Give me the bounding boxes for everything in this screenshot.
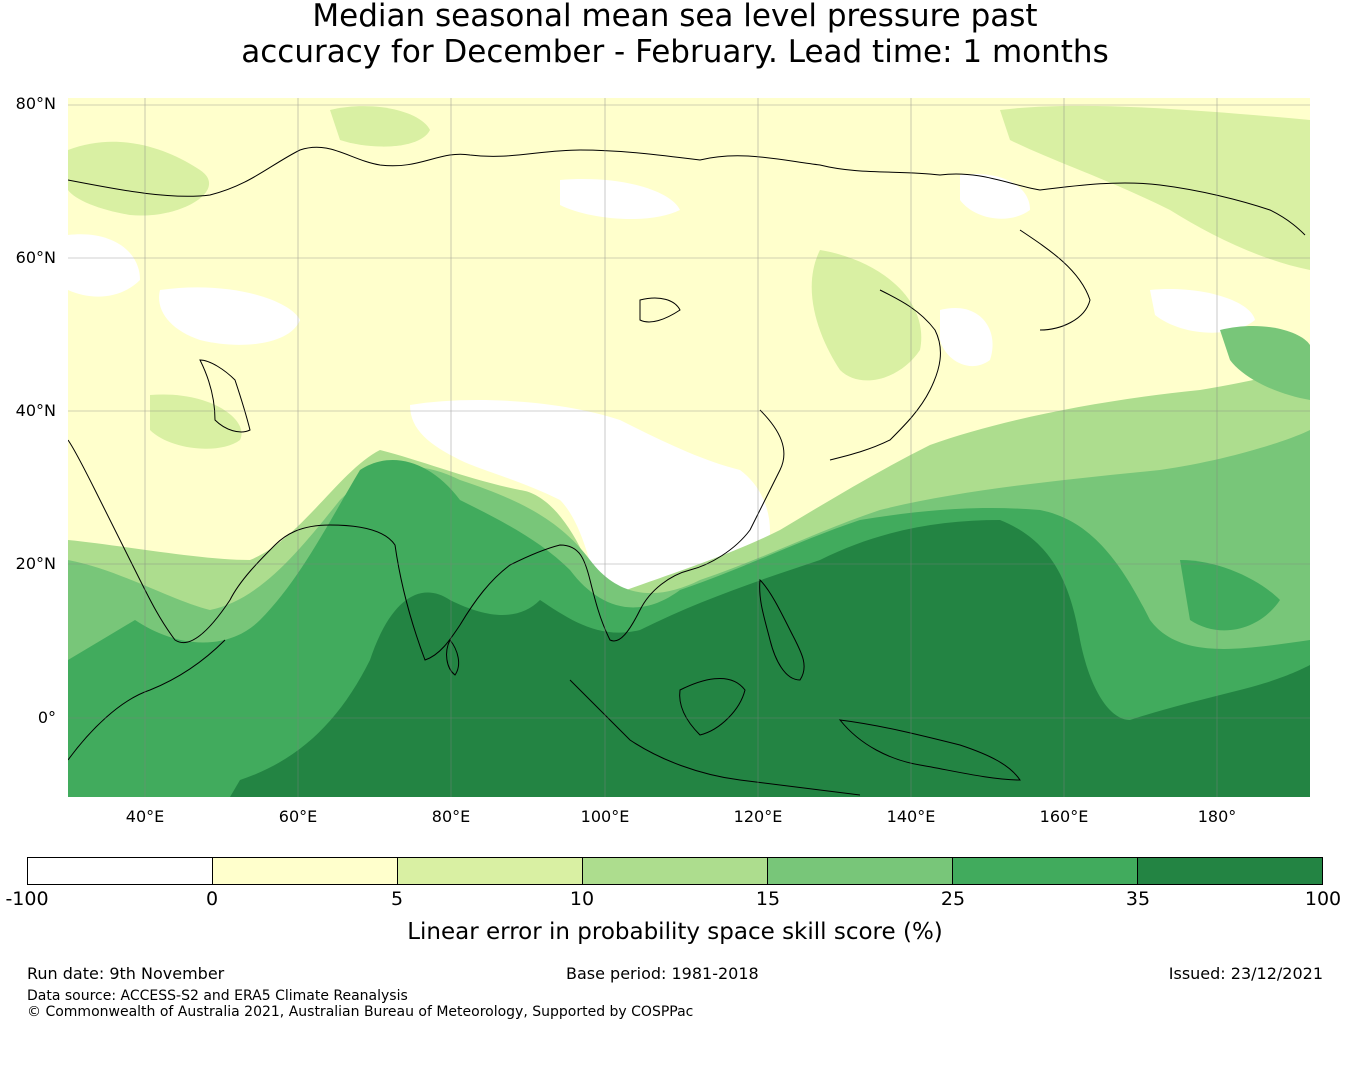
- colorbar-label: Linear error in probability space skill …: [407, 919, 943, 945]
- coastline: [1019, 229, 1091, 331]
- chart-title-line1: Median seasonal mean sea level pressure …: [312, 0, 1038, 34]
- coastline: [68, 639, 226, 761]
- map-region-light-green: [811, 250, 922, 381]
- colorbar-segment: [28, 858, 213, 884]
- map-region-green-35: [230, 520, 1310, 797]
- coastline: [759, 578, 805, 681]
- colorbar: [27, 857, 1323, 885]
- colorbar-segment: [768, 858, 953, 884]
- map-region-white: [1150, 289, 1255, 333]
- coastline: [829, 289, 941, 461]
- base-period: Base period: 1981-2018: [566, 964, 759, 983]
- lat-label-40n: 40°N: [15, 401, 56, 420]
- colorbar-tick: -100: [5, 888, 49, 910]
- map-region-green-15: [1220, 325, 1310, 400]
- coastline: [68, 146, 1306, 236]
- lon-label-100e: 100°E: [580, 807, 630, 826]
- lat-label-80n: 80°N: [15, 94, 56, 113]
- lon-label-120e: 120°E: [733, 807, 783, 826]
- map-region-green-25: [1180, 560, 1280, 631]
- map-region-light-green: [330, 106, 430, 147]
- map-region-light-green: [68, 141, 210, 216]
- colorbar-segment: [213, 858, 398, 884]
- lon-label-160e: 160°E: [1039, 807, 1089, 826]
- map-region-white: [940, 308, 993, 367]
- map-region-light-green: [150, 394, 242, 449]
- coastline: [446, 639, 460, 676]
- colorbar-tick: 100: [1304, 888, 1342, 910]
- colorbar-segment: [583, 858, 768, 884]
- lon-label-80e: 80°E: [431, 807, 471, 826]
- colorbar-segment: [953, 858, 1138, 884]
- run-date: Run date: 9th November: [27, 964, 225, 983]
- colorbar-segment: [1138, 858, 1322, 884]
- skill-map: [68, 98, 1310, 797]
- coastline: [679, 677, 746, 736]
- colorbar-tick: 15: [755, 888, 781, 910]
- coastline: [199, 359, 251, 433]
- coastline: [68, 409, 785, 661]
- lon-label-60e: 60°E: [278, 807, 318, 826]
- lat-label-60n: 60°N: [15, 248, 56, 267]
- colorbar-segment: [398, 858, 583, 884]
- issued-date: Issued: 23/12/2021: [1168, 964, 1323, 983]
- chart-title-line2: accuracy for December - February. Lead t…: [241, 34, 1109, 70]
- lon-label-140e: 140°E: [886, 807, 936, 826]
- colorbar-tick: 25: [940, 888, 966, 910]
- coastline: [838, 719, 1021, 781]
- colorbar-tick: 5: [390, 888, 404, 910]
- copyright: © Commonwealth of Australia 2021, Austra…: [27, 1004, 694, 1020]
- map-region-white: [960, 174, 1030, 219]
- colorbar-tick: 10: [569, 888, 595, 910]
- colorbar-tick: 0: [205, 888, 219, 910]
- lat-label-20n: 20°N: [15, 554, 56, 573]
- map-region-white: [560, 179, 680, 220]
- map-region-white: [68, 234, 140, 297]
- lat-label-0: 0°: [37, 708, 56, 727]
- data-source: Data source: ACCESS-S2 and ERA5 Climate …: [27, 988, 408, 1004]
- lon-label-180: 180°: [1197, 807, 1237, 826]
- map-region-light-green: [1000, 105, 1310, 270]
- colorbar-tick: 35: [1125, 888, 1151, 910]
- coastline: [569, 679, 861, 796]
- coastline: [639, 297, 681, 323]
- map-region-white: [159, 287, 300, 345]
- lon-label-40e: 40°E: [125, 807, 165, 826]
